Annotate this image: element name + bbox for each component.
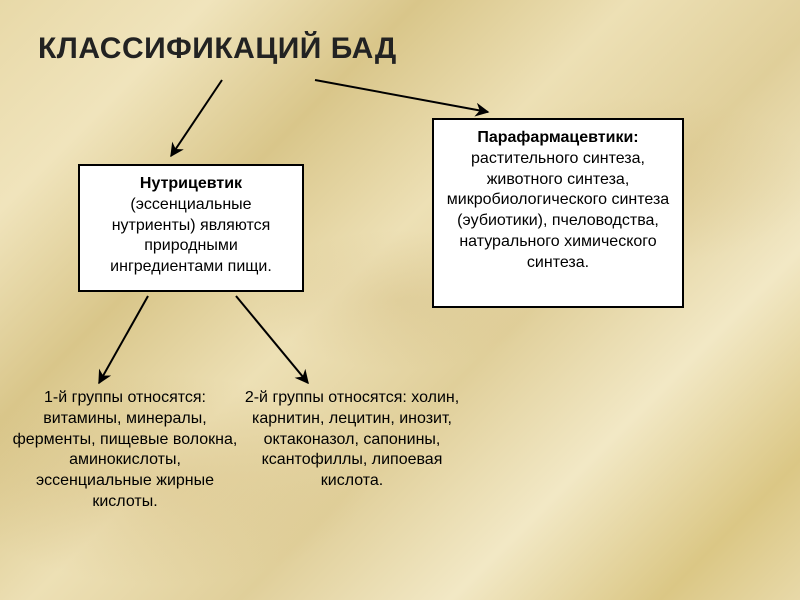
node-group1: 1-й группы относятся: витамины, минералы… (10, 388, 240, 563)
node-group2-text: 2-й группы относятся: холин, карнитин, л… (245, 389, 459, 489)
arrow-3 (236, 296, 308, 383)
node-group1-text: 1-й группы относятся: витамины, минералы… (13, 389, 238, 510)
arrow-2 (99, 296, 148, 383)
arrow-1 (315, 80, 488, 112)
page-title: КЛАССИФИКАЦИЙ БАД (38, 32, 397, 66)
node-parapharm-bold: Парафармацевтики: (477, 129, 638, 146)
node-group2: 2-й группы относятся: холин, карнитин, л… (242, 388, 462, 563)
node-parapharm: Парафармацевтики: растительного синтеза,… (432, 118, 684, 308)
node-nutriceutic-text: (эссенциальные нутриенты) являются приро… (110, 196, 272, 275)
node-nutriceutic: Нутрицевтик (эссенциальные нутриенты) яв… (78, 164, 304, 292)
node-nutriceutic-bold: Нутрицевтик (140, 175, 242, 192)
arrow-0 (171, 80, 222, 156)
node-parapharm-text: растительного синтеза, животного синтеза… (447, 150, 669, 271)
